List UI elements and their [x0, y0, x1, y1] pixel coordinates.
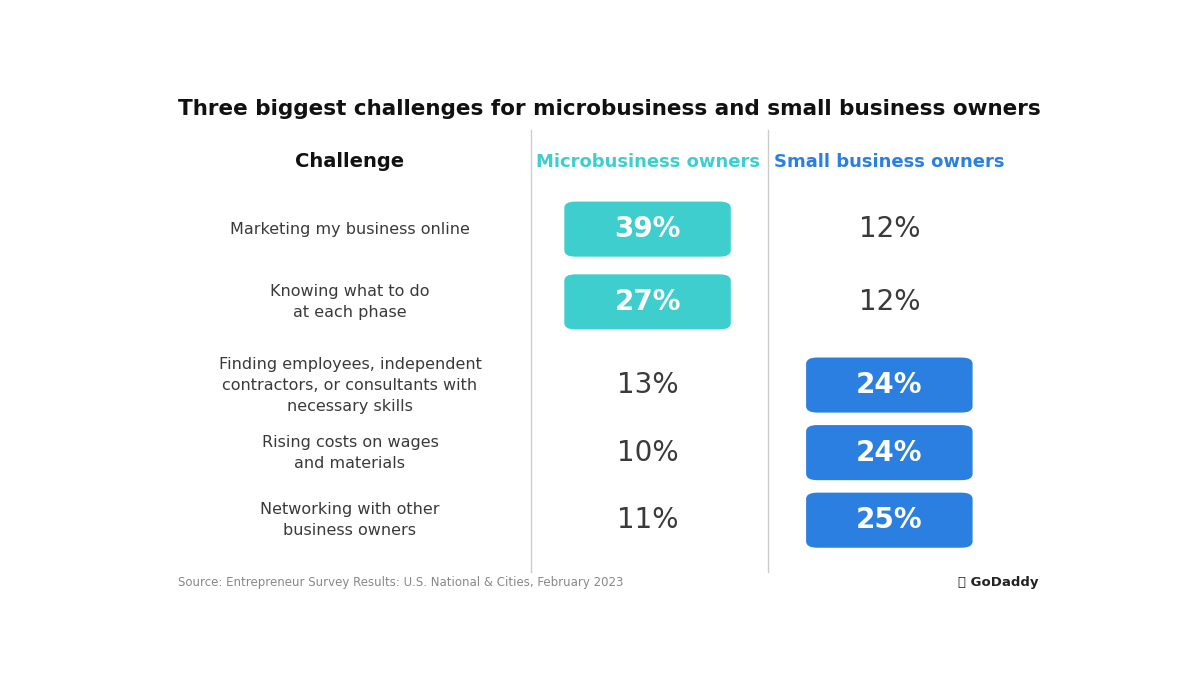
Text: 13%: 13%: [617, 371, 678, 399]
Text: 10%: 10%: [617, 439, 678, 466]
Text: Three biggest challenges for microbusiness and small business owners: Three biggest challenges for microbusine…: [178, 99, 1040, 119]
Text: Microbusiness owners: Microbusiness owners: [535, 153, 760, 171]
FancyBboxPatch shape: [806, 425, 972, 480]
Text: 39%: 39%: [614, 215, 680, 243]
Text: Networking with other
business owners: Networking with other business owners: [260, 502, 439, 538]
FancyBboxPatch shape: [564, 274, 731, 329]
Text: 25%: 25%: [856, 506, 923, 534]
Text: Challenge: Challenge: [295, 152, 404, 171]
Text: Marketing my business online: Marketing my business online: [230, 221, 470, 237]
FancyBboxPatch shape: [564, 202, 731, 256]
FancyBboxPatch shape: [806, 493, 972, 547]
Text: 24%: 24%: [856, 439, 923, 466]
Text: Source: Entrepreneur Survey Results: U.S. National & Cities, February 2023: Source: Entrepreneur Survey Results: U.S…: [178, 576, 623, 589]
FancyBboxPatch shape: [806, 358, 972, 412]
Text: 27%: 27%: [614, 288, 680, 316]
Text: 24%: 24%: [856, 371, 923, 399]
Text: Small business owners: Small business owners: [774, 153, 1004, 171]
Text: 12%: 12%: [859, 215, 920, 243]
Text: Knowing what to do
at each phase: Knowing what to do at each phase: [270, 284, 430, 320]
Text: 11%: 11%: [617, 506, 678, 534]
Text: Finding employees, independent
contractors, or consultants with
necessary skills: Finding employees, independent contracto…: [218, 356, 481, 414]
Text: Ⓣ GoDaddy: Ⓣ GoDaddy: [958, 576, 1038, 589]
Text: 12%: 12%: [859, 288, 920, 316]
Text: Rising costs on wages
and materials: Rising costs on wages and materials: [262, 435, 438, 470]
